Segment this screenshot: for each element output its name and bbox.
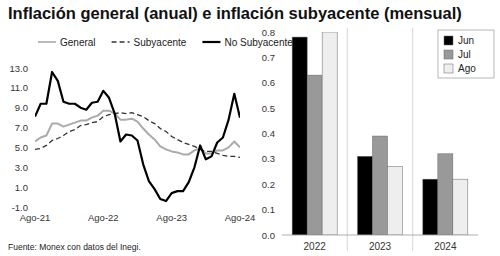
y-tick (32, 207, 34, 208)
x-tick-label: 2022 (304, 241, 327, 252)
y-tick-label: 0.1 (262, 204, 275, 215)
y-tick-label: -1.0 (12, 202, 28, 213)
bar (453, 179, 468, 235)
x-tick-label: 2023 (369, 241, 392, 252)
y-tick-label: 0.7 (262, 52, 275, 63)
group-separator (412, 28, 413, 251)
bar (373, 136, 388, 235)
source: Fuente: Monex con datos del Inegi. (8, 242, 141, 252)
x-axis-line (282, 235, 478, 236)
y-tick-label: 9.0 (15, 102, 28, 113)
y-tick (32, 127, 34, 128)
y-tick (279, 158, 281, 159)
y-tick-label: 0.2 (262, 179, 275, 190)
line-dashed (35, 113, 240, 158)
legend-swatch (202, 41, 220, 43)
figure: Inflación general (anual) e inflación su… (0, 0, 500, 256)
y-tick-label: 0.0 (262, 230, 275, 241)
legend-label: General (60, 37, 96, 48)
bar (423, 179, 438, 235)
legend-box (438, 30, 494, 78)
y-tick (32, 107, 34, 108)
plot-area (35, 72, 240, 201)
y-tick (279, 184, 281, 185)
x-tick-label: Ago-23 (156, 212, 187, 223)
bar (388, 166, 403, 235)
y-tick-label: 13.0 (10, 63, 29, 74)
bar-chart: 0.0 0.1 0.2 0.3 0.4 0.5 0.6 0.7 0.8 2022 2023 2024 J… (262, 27, 494, 253)
y-tick (279, 108, 281, 109)
bar (292, 37, 307, 235)
legend-swatch (38, 41, 56, 43)
y-tick-label: 0.3 (262, 153, 275, 164)
legend-label: No Subyacente (224, 37, 293, 48)
y-tick (279, 235, 281, 236)
y-tick-label: 0.5 (262, 103, 275, 114)
y-tick (32, 147, 34, 148)
legend-swatch (444, 50, 453, 59)
legend-swatch (112, 41, 130, 43)
line-chart: -1.0 1.0 3.0 5.0 7.0 9.0 11.0 13.0 Ago-21 Ago-22 A… (10, 37, 294, 224)
legend-swatch (444, 64, 453, 73)
y-tick (32, 87, 34, 88)
y-tick-label: 1.0 (15, 182, 28, 193)
y-tick (32, 167, 34, 168)
y-tick-label: 0.4 (262, 128, 275, 139)
y-tick-label: 3.0 (15, 162, 28, 173)
y-tick-label: 11.0 (10, 82, 28, 93)
y-tick (279, 133, 281, 134)
y-tick-label: 7.0 (15, 122, 28, 133)
legend-label: Jun (458, 35, 474, 46)
bar (358, 156, 373, 235)
x-tick-label: 2024 (434, 241, 457, 252)
legend-label: Jul (458, 49, 471, 60)
legend-swatch (444, 36, 453, 45)
bar (322, 32, 337, 235)
x-tick-label: Ago-21 (20, 212, 51, 223)
legend-label: Ago (458, 63, 476, 74)
title: Inflación general (anual) e inflación su… (8, 4, 462, 22)
y-tick (279, 57, 281, 58)
y-tick (279, 82, 281, 83)
y-tick-label: 0.6 (262, 77, 275, 88)
line-solid (35, 111, 240, 155)
legend-label: Subyacente (134, 37, 187, 48)
bar (438, 154, 453, 235)
y-tick (32, 187, 34, 188)
bar (307, 75, 322, 235)
y-tick (279, 32, 281, 33)
y-tick-label: 5.0 (15, 142, 28, 153)
x-tick-label: Ago-24 (225, 212, 256, 223)
y-tick (279, 209, 281, 210)
x-tick-label: Ago-22 (88, 212, 119, 223)
y-tick (32, 68, 34, 69)
group-separator (347, 28, 348, 251)
y-tick-label: 0.8 (262, 27, 275, 38)
line-solid (35, 72, 240, 201)
